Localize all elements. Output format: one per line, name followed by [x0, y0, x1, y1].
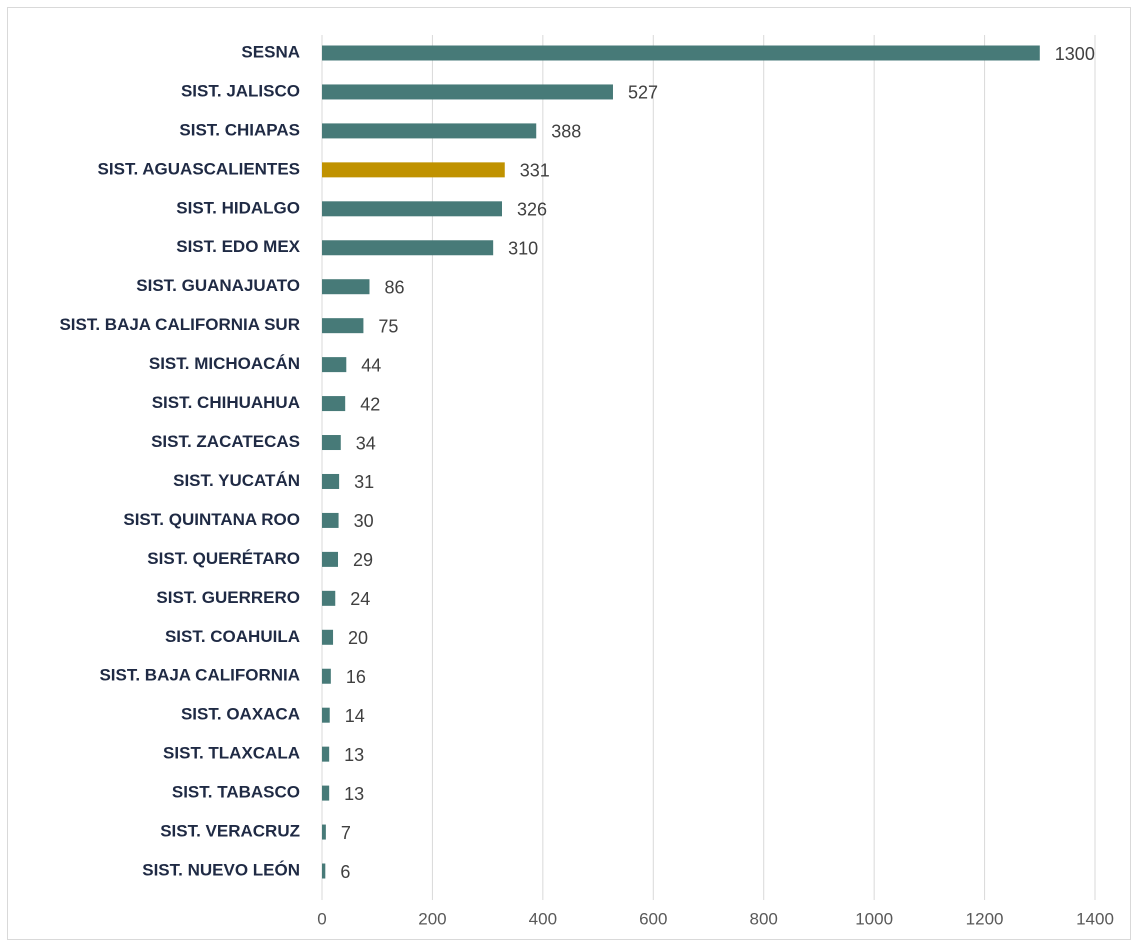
- category-label: SIST. BAJA CALIFORNIA: [99, 666, 300, 685]
- bar: [322, 357, 347, 373]
- bar: [322, 707, 330, 723]
- bar: [322, 201, 502, 217]
- category-label: SIST. TLAXCALA: [163, 744, 300, 763]
- bar: [322, 318, 364, 334]
- value-label: 24: [350, 589, 370, 609]
- bar: [322, 279, 370, 295]
- value-label: 86: [384, 277, 404, 297]
- value-label: 44: [361, 355, 381, 375]
- bar: [322, 396, 346, 412]
- chart-frame: [7, 7, 1131, 940]
- x-tick-label: 1400: [1076, 909, 1114, 928]
- bar: [322, 123, 537, 139]
- value-label: 31: [354, 472, 374, 492]
- bar: [322, 551, 339, 567]
- value-label: 7: [341, 823, 351, 843]
- bar: [322, 746, 330, 762]
- category-label: SIST. GUERRERO: [156, 588, 300, 607]
- category-label: SIST. TABASCO: [172, 783, 300, 802]
- category-label: SIST. MICHOACÁN: [149, 354, 300, 373]
- x-tick-label: 600: [639, 909, 667, 928]
- value-label: 326: [517, 200, 547, 220]
- category-label: SIST. HIDALGO: [176, 198, 300, 217]
- category-label: SIST. JALISCO: [181, 81, 300, 100]
- value-label: 388: [551, 122, 581, 142]
- value-label: 6: [340, 862, 350, 882]
- category-label: SIST. COAHUILA: [165, 627, 300, 646]
- value-label: 29: [353, 550, 373, 570]
- category-label: SIST. VERACRUZ: [160, 822, 300, 841]
- value-label: 331: [520, 161, 550, 181]
- bar: [322, 45, 1040, 61]
- bar: [322, 162, 505, 178]
- x-tick-label: 800: [750, 909, 778, 928]
- category-label: SIST. NUEVO LEÓN: [142, 860, 300, 879]
- x-tick-label: 0: [317, 909, 326, 928]
- bar: [322, 435, 341, 451]
- x-tick-label: 400: [529, 909, 557, 928]
- value-label: 16: [346, 667, 366, 687]
- category-label: SESNA: [241, 42, 300, 61]
- bar: [322, 824, 326, 840]
- category-label: SIST. EDO MEX: [176, 237, 300, 256]
- category-label: SIST. OAXACA: [181, 705, 300, 724]
- category-label: SIST. CHIAPAS: [179, 120, 300, 139]
- value-label: 30: [354, 511, 374, 531]
- category-label: SIST. AGUASCALIENTES: [98, 159, 300, 178]
- x-tick-label: 1000: [855, 909, 893, 928]
- value-label: 20: [348, 628, 368, 648]
- category-label: SIST. GUANAJUATO: [136, 276, 300, 295]
- bar: [322, 668, 331, 684]
- category-label: SIST. QUINTANA ROO: [123, 510, 300, 529]
- value-label: 527: [628, 83, 658, 103]
- value-label: 14: [345, 706, 365, 726]
- value-label: 42: [360, 394, 380, 414]
- bar: [322, 512, 339, 528]
- bar: [322, 240, 494, 256]
- bar: [322, 863, 326, 879]
- category-label: SIST. ZACATECAS: [151, 432, 300, 451]
- x-tick-label: 200: [418, 909, 446, 928]
- bar: [322, 785, 330, 801]
- value-label: 310: [508, 239, 538, 259]
- x-tick-label: 1200: [966, 909, 1004, 928]
- value-label: 75: [378, 316, 398, 336]
- category-label: SIST. QUERÉTARO: [147, 549, 300, 568]
- value-label: 13: [344, 745, 364, 765]
- value-label: 34: [356, 433, 376, 453]
- value-label: 1300: [1055, 44, 1095, 64]
- bar: [322, 473, 340, 489]
- bar: [322, 590, 336, 606]
- bar: [322, 629, 334, 645]
- value-label: 13: [344, 784, 364, 804]
- category-label: SIST. YUCATÁN: [173, 471, 300, 490]
- category-label: SIST. CHIHUAHUA: [152, 393, 300, 412]
- category-label: SIST. BAJA CALIFORNIA SUR: [59, 315, 300, 334]
- bar: [322, 84, 613, 100]
